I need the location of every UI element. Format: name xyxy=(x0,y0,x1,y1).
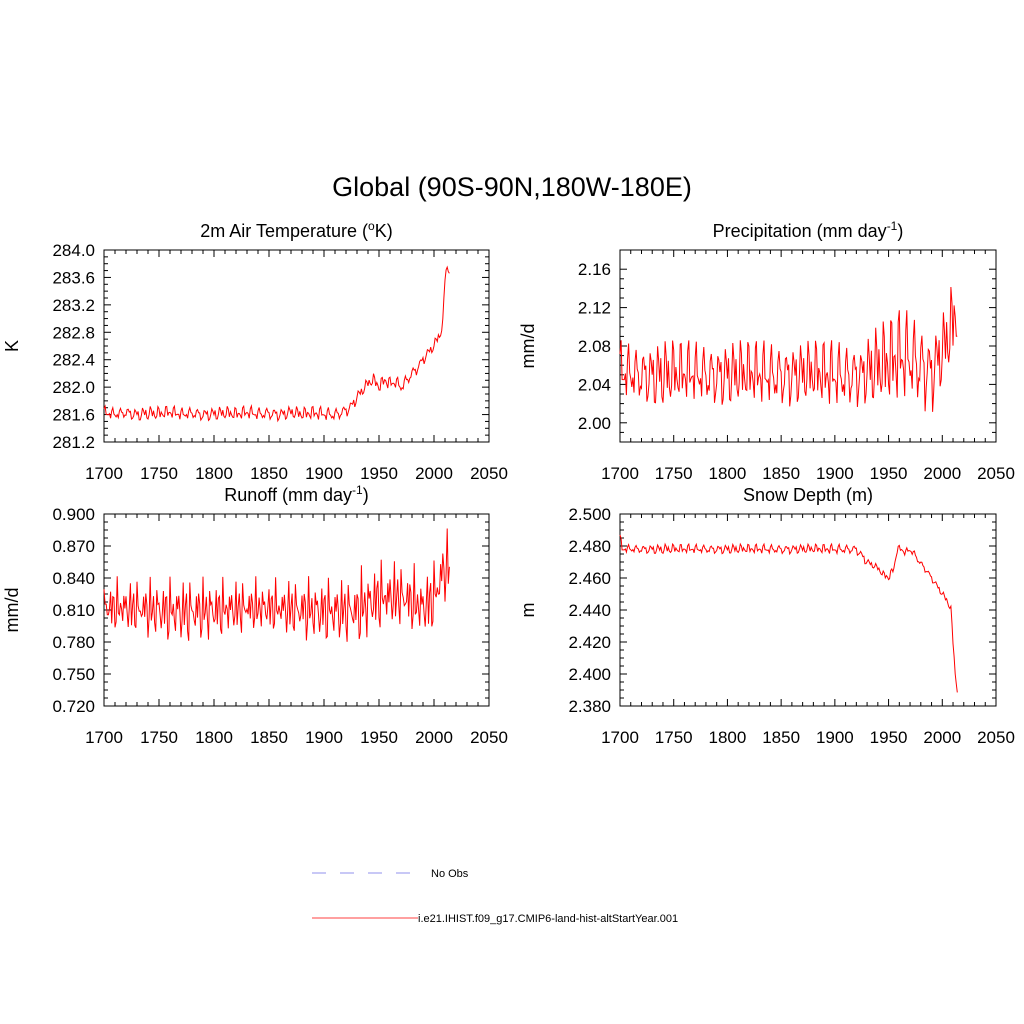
series-line xyxy=(103,265,450,423)
x-tick-label: 1900 xyxy=(305,464,343,483)
x-tick-label: 2000 xyxy=(923,464,961,483)
y-tick-label: 283.6 xyxy=(52,268,95,287)
x-tick-label: 1950 xyxy=(870,728,908,747)
x-tick-label: 1900 xyxy=(305,728,343,747)
x-tick-label: 2000 xyxy=(923,728,961,747)
y-tick-label: 2.04 xyxy=(578,375,611,394)
x-tick-label: 1950 xyxy=(870,464,908,483)
y-tick-label: 282.0 xyxy=(52,378,95,397)
x-tick-label: 1700 xyxy=(85,464,123,483)
x-tick-label: 1750 xyxy=(140,728,178,747)
x-tick-label: 1900 xyxy=(816,464,854,483)
y-tick-label: 0.810 xyxy=(52,601,95,620)
y-tick-label: 282.4 xyxy=(52,351,95,370)
x-tick-label: 1950 xyxy=(360,728,398,747)
x-tick-label: 2050 xyxy=(470,728,508,747)
y-axis-label: mm/d xyxy=(518,324,538,369)
x-tick-label: 1850 xyxy=(762,728,800,747)
y-tick-label: 2.08 xyxy=(578,337,611,356)
y-tick-label: 2.16 xyxy=(578,260,611,279)
y-tick-label: 2.460 xyxy=(568,569,611,588)
y-tick-label: 0.780 xyxy=(52,633,95,652)
y-tick-label: 2.380 xyxy=(568,697,611,716)
y-tick-label: 2.00 xyxy=(578,414,611,433)
x-tick-label: 2000 xyxy=(415,464,453,483)
panel-title: Precipitation (mm day-1) xyxy=(713,219,904,241)
y-axis-label: m xyxy=(518,603,538,618)
x-tick-label: 1700 xyxy=(601,464,639,483)
x-tick-label: 1800 xyxy=(195,728,233,747)
x-tick-label: 2050 xyxy=(977,464,1015,483)
series-line xyxy=(103,528,450,642)
x-tick-label: 1850 xyxy=(250,728,288,747)
x-tick-label: 1700 xyxy=(601,728,639,747)
panel-title: 2m Air Temperature (oK) xyxy=(200,219,392,241)
x-tick-label: 1750 xyxy=(655,464,693,483)
x-tick-label: 2000 xyxy=(415,728,453,747)
y-tick-label: 0.900 xyxy=(52,505,95,524)
y-tick-label: 0.720 xyxy=(52,697,95,716)
panel-4: Snow Depth (m) m 1700 1750 1800 1850 1900 1950 2… xyxy=(518,485,1015,747)
y-tick-label: 281.6 xyxy=(52,406,95,425)
panel-2: Precipitation (mm day-1) mm/d 1700 1750 1800… xyxy=(518,219,1015,483)
y-tick-label: 282.8 xyxy=(52,323,95,342)
y-axis-label: mm/d xyxy=(2,588,22,633)
x-tick-label: 1900 xyxy=(816,728,854,747)
x-tick-label: 1800 xyxy=(195,464,233,483)
panel-1: 2m Air Temperature (oK) K 1700 1750 1800 1850… xyxy=(2,219,508,483)
series-line xyxy=(619,286,958,412)
x-tick-label: 1800 xyxy=(709,464,747,483)
y-axis-label: K xyxy=(2,340,22,352)
x-tick-label: 2050 xyxy=(470,464,508,483)
x-tick-label: 2050 xyxy=(977,728,1015,747)
figure-title: Global (90S-90N,180W-180E) xyxy=(332,172,692,202)
panels: 2m Air Temperature (oK) K 1700 1750 1800 1850… xyxy=(2,219,1015,747)
legend-label-model: i.e21.IHIST.f09_g17.CMIP6-land-hist-altS… xyxy=(418,913,678,925)
panel-3: Runoff (mm day-1) mm/d 1700 1750 1800 1850 190… xyxy=(2,483,508,747)
y-tick-label: 284.0 xyxy=(52,241,95,260)
panel-title: Snow Depth (m) xyxy=(743,485,873,505)
x-tick-label: 1700 xyxy=(85,728,123,747)
y-tick-label: 2.400 xyxy=(568,665,611,684)
x-tick-label: 1850 xyxy=(762,464,800,483)
y-tick-label: 2.440 xyxy=(568,601,611,620)
panel-title: Runoff (mm day-1) xyxy=(224,483,368,505)
x-tick-label: 1800 xyxy=(709,728,747,747)
y-tick-label: 2.420 xyxy=(568,633,611,652)
y-tick-label: 0.840 xyxy=(52,569,95,588)
x-tick-label: 1750 xyxy=(655,728,693,747)
y-tick-label: 283.2 xyxy=(52,296,95,315)
y-tick-label: 0.870 xyxy=(52,537,95,556)
y-tick-label: 2.500 xyxy=(568,505,611,524)
y-tick-label: 281.2 xyxy=(52,433,95,452)
y-tick-label: 0.750 xyxy=(52,665,95,684)
legend-label-no-obs: No Obs xyxy=(431,868,469,880)
y-tick-label: 2.12 xyxy=(578,299,611,318)
x-tick-label: 1950 xyxy=(360,464,398,483)
plot-frame xyxy=(619,513,997,707)
y-tick-label: 2.480 xyxy=(568,537,611,556)
x-tick-label: 1850 xyxy=(250,464,288,483)
x-tick-label: 1750 xyxy=(140,464,178,483)
series-line xyxy=(619,534,958,693)
legend: No Obs i.e21.IHIST.f09_g17.CMIP6-land-hi… xyxy=(312,868,678,925)
